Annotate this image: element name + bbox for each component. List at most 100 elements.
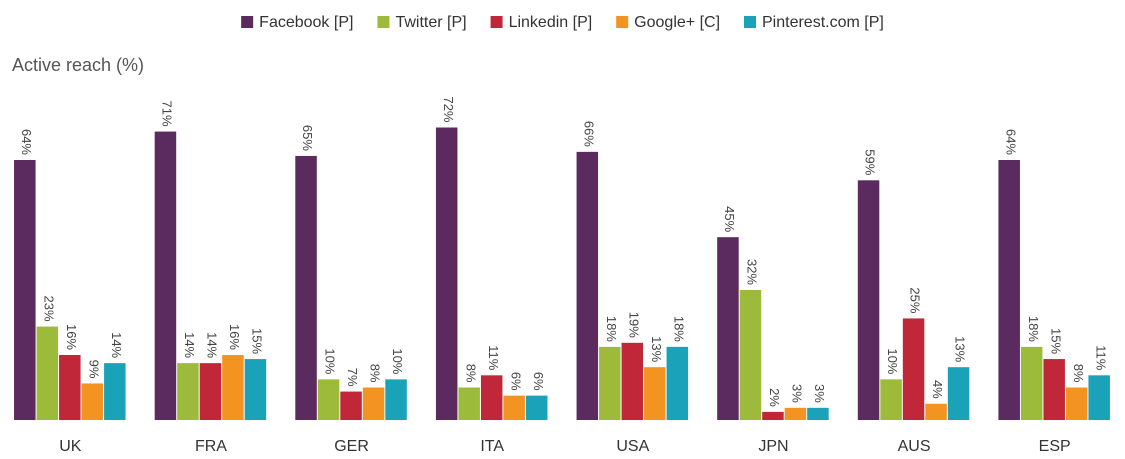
data-label: 18% <box>604 316 619 342</box>
bar <box>857 180 880 420</box>
bar <box>199 363 222 420</box>
data-label: 4% <box>930 380 945 399</box>
data-label: 15% <box>250 328 265 354</box>
legend-item: Linkedin [P] <box>490 14 593 31</box>
data-label: 2% <box>767 388 782 407</box>
data-label: 11% <box>486 345 501 370</box>
data-label: 14% <box>109 332 124 358</box>
x-tick-label: USA <box>616 438 649 455</box>
x-tick-label: JPN <box>758 438 788 455</box>
legend-swatch <box>377 16 390 28</box>
data-label: 59% <box>863 149 878 175</box>
legend-label: Facebook [P] <box>259 14 353 31</box>
bar <box>503 395 525 420</box>
legend-swatch <box>241 16 254 28</box>
bar <box>435 127 458 420</box>
bar <box>644 367 666 420</box>
bar <box>717 237 739 420</box>
bar <box>998 160 1020 420</box>
bar <box>244 359 267 420</box>
data-label: 10% <box>390 348 405 374</box>
bar <box>458 387 480 420</box>
bar <box>177 363 199 420</box>
data-label: 23% <box>41 296 56 322</box>
data-label: 15% <box>1048 328 1063 354</box>
data-label: 13% <box>649 336 664 362</box>
bar <box>385 379 407 420</box>
data-label: 71% <box>160 101 175 127</box>
data-label: 9% <box>86 360 101 379</box>
legend-item: Google+ [C] <box>616 14 720 31</box>
bar <box>807 407 829 420</box>
data-label: 32% <box>745 259 760 285</box>
bar <box>902 318 925 420</box>
bar <box>36 326 59 420</box>
bar <box>222 355 244 420</box>
x-tick-label: AUS <box>898 438 931 455</box>
bar <box>525 395 548 420</box>
data-label: 45% <box>722 206 737 232</box>
bar <box>739 290 762 420</box>
bar <box>1088 375 1110 420</box>
legend-swatch <box>490 16 503 28</box>
data-label: 14% <box>182 332 197 358</box>
bar <box>59 355 81 420</box>
data-label: 66% <box>581 121 596 147</box>
data-label: 8% <box>463 364 478 383</box>
legend-item: Facebook [P] <box>241 14 353 31</box>
data-label: 72% <box>441 96 456 122</box>
data-label: 64% <box>19 129 34 155</box>
legend-swatch <box>744 16 757 28</box>
data-label: 6% <box>531 372 546 391</box>
legend-item: Twitter [P] <box>377 14 467 31</box>
data-label: 6% <box>508 372 523 391</box>
data-label: 8% <box>368 364 383 383</box>
data-label: 10% <box>885 348 900 374</box>
bar <box>1065 387 1088 420</box>
data-label: 25% <box>908 287 923 313</box>
x-tick-label: ITA <box>480 438 504 455</box>
legend: Facebook [P] Twitter [P] Linkedin [P] Googl… <box>241 14 884 31</box>
bar <box>81 383 104 420</box>
data-label: 8% <box>1071 364 1086 383</box>
bar <box>317 379 340 420</box>
bar <box>666 346 689 420</box>
x-tick-label: GER <box>334 438 369 455</box>
data-label: 11% <box>1093 345 1108 370</box>
legend-label: Pinterest.com [P] <box>762 14 884 31</box>
data-label: 13% <box>953 336 968 362</box>
legend-label: Linkedin [P] <box>509 14 593 31</box>
bar <box>340 391 362 420</box>
data-label: 16% <box>64 324 79 350</box>
data-label: 7% <box>345 368 360 387</box>
bar <box>762 411 784 420</box>
legend-label: Google+ [C] <box>634 14 720 31</box>
data-label: 3% <box>790 384 805 403</box>
data-label: 10% <box>323 348 338 374</box>
data-label: 18% <box>1026 316 1041 342</box>
bar <box>104 363 126 420</box>
data-label: 64% <box>1003 129 1018 155</box>
data-label: 19% <box>626 312 641 338</box>
bar <box>154 131 177 420</box>
data-label: 14% <box>205 332 220 358</box>
bar <box>925 403 947 420</box>
legend-swatch <box>616 16 629 28</box>
legend-item: Pinterest.com [P] <box>744 14 884 31</box>
data-label: 16% <box>227 324 242 350</box>
bar <box>480 375 503 420</box>
bar <box>947 367 970 420</box>
bar <box>1043 359 1065 420</box>
bar <box>295 155 317 420</box>
bar <box>1020 346 1043 420</box>
bar <box>576 151 599 420</box>
bar <box>784 407 807 420</box>
data-label: 18% <box>671 316 686 342</box>
x-tick-label: FRA <box>195 438 227 455</box>
x-tick-label: UK <box>59 438 82 455</box>
bar <box>621 342 644 420</box>
bar <box>880 379 902 420</box>
legend-label: Twitter [P] <box>395 14 466 31</box>
bar <box>599 346 621 420</box>
